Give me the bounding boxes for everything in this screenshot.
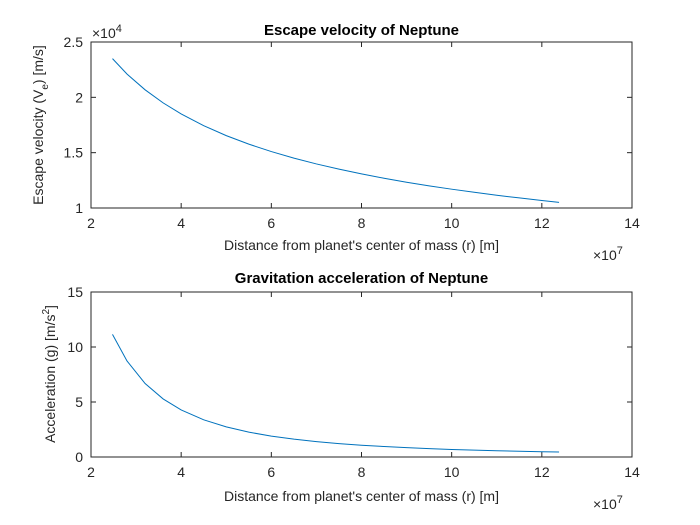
- x-exponent-power: 7: [617, 245, 623, 257]
- x-exponent-base: ×10: [593, 247, 617, 263]
- x-tick-label: 10: [444, 215, 460, 231]
- chart-title: Gravitation acceleration of Neptune: [235, 270, 488, 287]
- escape-velocity-line: [112, 58, 560, 203]
- y-axis-label-superscript: 2: [41, 309, 52, 315]
- y-tick-label: 0: [75, 449, 83, 465]
- x-tick-label: 12: [534, 215, 550, 231]
- y-axis-label-unit: ]: [42, 305, 58, 309]
- x-tick-label: 14: [624, 464, 640, 480]
- y-axis-label-subscript: e: [40, 84, 51, 90]
- y-tick-label: 10: [67, 339, 83, 355]
- x-exponent-label: ×107: [593, 245, 623, 263]
- y-tick-label: 1.5: [64, 145, 84, 161]
- y-axis-label-unit: ) [m/s]: [30, 45, 46, 84]
- plot-frame: [90, 41, 633, 209]
- y-tick-label: 2: [75, 89, 83, 105]
- y-tick-label: 1: [75, 200, 83, 216]
- x-tick-label: 8: [358, 215, 366, 231]
- x-exponent-base: ×10: [593, 496, 617, 512]
- axis-ticks: 2 4 6 8 10 12 14 1 1.5 2 2.5: [64, 34, 640, 231]
- x-tick-label: 2: [87, 215, 95, 231]
- y-exponent-power: 4: [116, 23, 122, 35]
- gravitation-acceleration-subplot: Gravitation acceleration of Neptune Dist…: [41, 270, 640, 512]
- x-axis-label: Distance from planet's center of mass (r…: [224, 237, 499, 253]
- y-axis-label: Acceleration (g) [m/s2]: [41, 305, 58, 443]
- gravitation-acceleration-line: [112, 334, 560, 453]
- y-axis-label-main: Escape velocity (V: [30, 89, 46, 205]
- x-exponent-power: 7: [617, 494, 623, 506]
- y-tick-label: 5: [75, 394, 83, 410]
- y-exponent-label: ×104: [92, 23, 122, 41]
- x-tick-label: 6: [267, 215, 275, 231]
- y-axis-label: Escape velocity (Ve) [m/s]: [30, 45, 51, 205]
- axis-ticks: 2 4 6 8 10 12 14 0 5 10 15: [67, 284, 640, 480]
- y-exponent-base: ×10: [92, 25, 116, 41]
- chart-title: Escape velocity of Neptune: [264, 22, 459, 39]
- x-axis-label: Distance from planet's center of mass (r…: [224, 488, 499, 504]
- x-tick-label: 8: [358, 464, 366, 480]
- x-exponent-label: ×107: [593, 494, 623, 512]
- x-tick-label: 6: [267, 464, 275, 480]
- y-tick-label: 15: [67, 284, 83, 300]
- escape-velocity-subplot: Escape velocity of Neptune Distance from…: [30, 22, 640, 263]
- x-tick-label: 14: [624, 215, 640, 231]
- y-axis-label-main: Acceleration (g) [m/s: [42, 315, 58, 443]
- x-tick-label: 4: [177, 464, 185, 480]
- x-tick-label: 12: [534, 464, 550, 480]
- x-tick-label: 2: [87, 464, 95, 480]
- plot-frame: [90, 291, 633, 458]
- x-tick-label: 10: [444, 464, 460, 480]
- x-tick-label: 4: [177, 215, 185, 231]
- y-tick-label: 2.5: [64, 34, 84, 50]
